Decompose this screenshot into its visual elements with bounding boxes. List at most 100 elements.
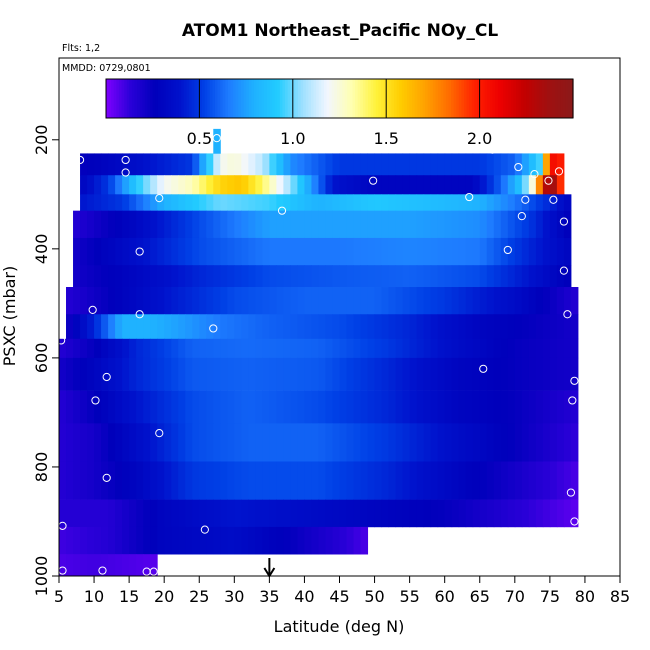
heatmap-cell <box>178 287 186 315</box>
heatmap-cell <box>101 265 109 288</box>
heatmap-cell <box>332 357 340 391</box>
heatmap-cell <box>129 338 137 359</box>
heatmap-cell <box>276 338 284 359</box>
x-tick-label: 45 <box>329 587 349 606</box>
heatmap-cell <box>395 499 404 528</box>
heatmap-cell <box>185 237 193 266</box>
heatmap-cell <box>150 390 158 424</box>
heatmap-cell <box>360 357 369 391</box>
heatmap-cell <box>73 210 81 239</box>
heatmap-cell <box>101 237 109 266</box>
heatmap-cell <box>465 314 474 340</box>
heatmap-cell <box>192 461 200 500</box>
heatmap-cell <box>80 175 88 195</box>
heatmap-cell <box>514 237 523 266</box>
x-tick-label: 40 <box>294 587 314 606</box>
heatmap-cell <box>80 390 88 424</box>
heatmap-cell <box>283 461 291 500</box>
heatmap-cell <box>514 357 523 391</box>
heatmap-cell <box>514 314 523 340</box>
heatmap-cell <box>479 338 488 359</box>
colorbar-segment <box>126 79 130 118</box>
heatmap-cell <box>136 237 144 266</box>
colorbar-segment <box>438 79 442 118</box>
heatmap-cell <box>402 287 411 315</box>
heatmap-cell <box>444 237 453 266</box>
colorbar-segment <box>393 79 398 118</box>
heatmap-cell <box>304 194 312 211</box>
heatmap-cell <box>234 390 242 424</box>
colorbar-segment <box>147 79 151 118</box>
heatmap-cell <box>66 554 74 577</box>
colorbar-segment <box>134 79 138 118</box>
heatmap-cell <box>143 461 151 500</box>
heatmap-cell <box>339 153 348 176</box>
heatmap-cell <box>234 423 242 462</box>
colorbar-segment <box>536 79 540 118</box>
heatmap-cell <box>248 423 256 462</box>
heatmap-cell <box>542 314 551 340</box>
colorbar-segment <box>259 79 263 118</box>
colorbar-segment <box>391 79 395 118</box>
colorbar-segment <box>562 79 566 118</box>
heatmap-cell <box>227 338 235 359</box>
heatmap-cell <box>171 314 179 340</box>
heatmap-cell <box>500 194 509 211</box>
heatmap-cell <box>115 175 123 195</box>
heatmap-cell <box>164 461 172 500</box>
heatmap-cell <box>94 338 102 359</box>
heatmap-cell <box>178 314 186 340</box>
heatmap-cell <box>87 554 95 577</box>
heatmap-cell <box>297 338 305 359</box>
colorbar-segment <box>230 79 234 118</box>
heatmap-cell <box>346 499 355 528</box>
heatmap-cell <box>276 175 284 195</box>
colorbar-segment <box>189 79 193 118</box>
colorbar-segment <box>510 79 514 118</box>
heatmap-cell <box>185 287 193 315</box>
colorbar-segment <box>404 79 408 118</box>
heatmap-cell <box>101 175 109 195</box>
colorbar-segment <box>194 79 198 118</box>
heatmap-cell <box>178 265 186 288</box>
heatmap-cell <box>472 287 481 315</box>
heatmap-cell <box>374 210 383 239</box>
heatmap-cell <box>339 461 348 500</box>
heatmap-cell <box>367 461 376 500</box>
heatmap-cell <box>248 499 256 528</box>
heatmap-cell <box>66 287 74 315</box>
colorbar-segment <box>201 79 206 118</box>
heatmap-cell <box>479 287 488 315</box>
heatmap-cell <box>220 314 228 340</box>
sample-point <box>570 517 579 526</box>
heatmap-cell <box>416 175 425 195</box>
heatmap-cell <box>549 461 558 500</box>
colorbar-segment <box>272 79 276 118</box>
heatmap-cell <box>255 526 263 555</box>
heatmap-cell <box>164 314 172 340</box>
heatmap-cell <box>339 526 348 555</box>
heatmap-cell <box>94 526 102 555</box>
heatmap-cell <box>388 265 397 288</box>
heatmap-cell <box>549 390 558 424</box>
heatmap-cell <box>458 153 467 176</box>
colorbar-segment <box>461 79 465 118</box>
heatmap-cell <box>402 237 411 266</box>
heatmap-cell <box>563 423 572 462</box>
heatmap-cell <box>360 175 369 195</box>
heatmap-cell <box>528 423 537 462</box>
heatmap-cell <box>185 357 193 391</box>
heatmap-cell <box>262 314 270 340</box>
heatmap-cell <box>73 314 81 340</box>
sample-point <box>135 310 144 319</box>
heatmap-cell <box>206 338 214 359</box>
heatmap-cell <box>374 390 383 424</box>
heatmap-cell <box>542 338 551 359</box>
heatmap-cell <box>290 314 298 340</box>
colorbar-tick-label: 1.5 <box>373 129 398 148</box>
heatmap-cell <box>143 194 151 211</box>
heatmap-cell <box>367 338 376 359</box>
heatmap-cell <box>150 287 158 315</box>
x-tick-label: 75 <box>540 587 560 606</box>
colorbar-segment <box>432 79 437 118</box>
